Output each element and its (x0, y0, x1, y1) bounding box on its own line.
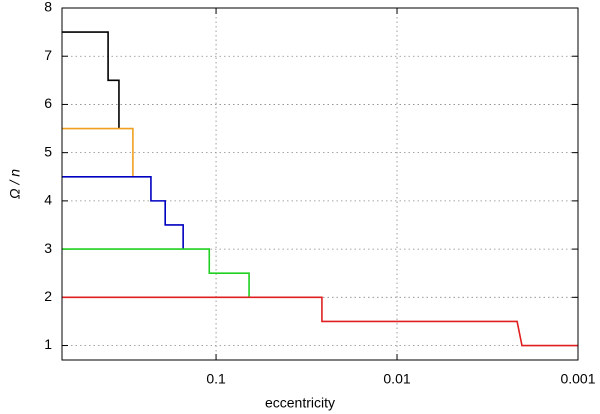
series-line (62, 248, 250, 298)
series-line (62, 127, 134, 177)
series-line (62, 31, 120, 129)
y-tick-label: 5 (44, 143, 52, 159)
y-tick-label: 3 (44, 240, 52, 256)
x-axis-label: eccentricity (265, 395, 335, 411)
plot-frame (61, 7, 579, 361)
y-axis-label: Ω / n (7, 169, 23, 199)
y-tick-label: 8 (44, 0, 52, 15)
x-tick-label: 0.01 (383, 371, 410, 387)
x-tick-label: 0.1 (206, 371, 226, 387)
y-tick-label: 6 (44, 95, 52, 111)
series-line (62, 296, 578, 347)
x-tick-label: 0.001 (560, 371, 595, 387)
series-line (62, 175, 184, 250)
y-tick-label: 1 (44, 336, 52, 352)
y-tick-label: 7 (44, 47, 52, 63)
y-tick-label: 2 (44, 288, 52, 304)
y-tick-label: 4 (44, 192, 52, 208)
